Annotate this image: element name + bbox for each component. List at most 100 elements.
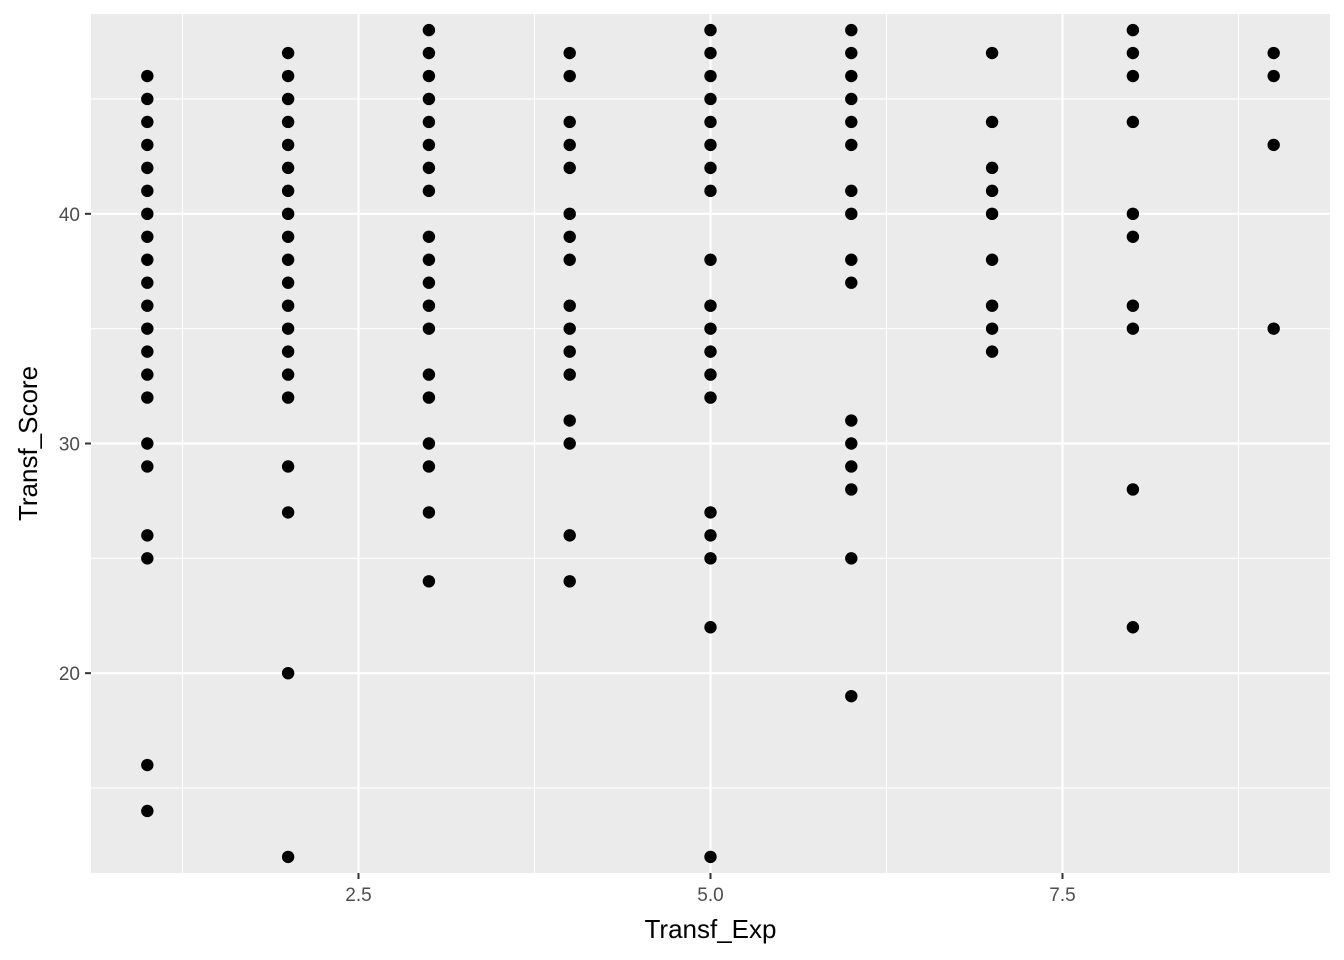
data-point	[563, 322, 576, 335]
data-point	[281, 368, 295, 381]
data-point	[845, 437, 858, 450]
data-points	[141, 23, 1280, 864]
data-point	[422, 391, 436, 404]
data-point	[704, 115, 717, 129]
data-point	[422, 230, 436, 243]
data-point	[422, 575, 436, 588]
data-point	[141, 276, 154, 289]
data-point	[281, 391, 295, 404]
data-point	[1267, 322, 1280, 335]
data-point	[281, 184, 295, 198]
data-point	[422, 506, 436, 519]
data-point	[281, 666, 295, 680]
data-point	[845, 483, 858, 496]
data-point	[141, 391, 154, 404]
data-point	[985, 322, 999, 335]
data-point	[281, 161, 295, 175]
data-point	[141, 92, 154, 106]
data-point	[1126, 207, 1140, 221]
data-point	[563, 437, 576, 450]
data-point	[141, 437, 154, 450]
data-point	[563, 529, 576, 542]
data-point	[141, 552, 154, 565]
data-point	[845, 138, 858, 152]
data-point	[845, 253, 858, 266]
data-point	[422, 184, 436, 198]
data-point	[281, 345, 295, 358]
data-point	[845, 207, 858, 221]
data-point	[422, 92, 436, 106]
data-point	[1126, 483, 1140, 496]
data-point	[281, 850, 295, 864]
data-point	[845, 460, 858, 473]
data-point	[141, 322, 154, 335]
data-point	[422, 460, 436, 473]
data-point	[422, 276, 436, 289]
data-point	[1267, 138, 1280, 152]
data-point	[141, 299, 154, 312]
data-point	[704, 299, 717, 312]
data-point	[422, 368, 436, 381]
data-point	[704, 345, 717, 358]
data-point	[1126, 115, 1140, 129]
data-point	[422, 138, 436, 152]
data-point	[141, 253, 154, 266]
data-point	[1126, 23, 1140, 37]
data-point	[422, 161, 436, 175]
data-point	[281, 69, 295, 83]
data-point	[704, 850, 717, 864]
data-point	[1267, 69, 1280, 83]
data-point	[281, 506, 295, 519]
x-tick-label: 2.5	[345, 885, 371, 906]
data-point	[141, 138, 154, 152]
data-point	[845, 552, 858, 565]
data-point	[281, 276, 295, 289]
data-point	[704, 529, 717, 542]
data-point	[141, 207, 154, 221]
data-point	[704, 506, 717, 519]
data-point	[985, 299, 999, 312]
data-point	[845, 115, 858, 129]
data-point	[704, 368, 717, 381]
data-point	[281, 92, 295, 106]
data-point	[141, 804, 154, 818]
y-axis-title: Transf_Score	[13, 366, 43, 521]
data-point	[281, 138, 295, 152]
data-point	[704, 552, 717, 565]
y-tick-label: 20	[59, 664, 80, 685]
data-point	[704, 322, 717, 335]
data-point	[563, 138, 576, 152]
data-point	[141, 529, 154, 542]
data-point	[704, 92, 717, 106]
data-point	[281, 115, 295, 129]
data-point	[985, 161, 999, 175]
data-point	[704, 391, 717, 404]
data-point	[281, 230, 295, 243]
y-tick-label: 40	[59, 205, 80, 226]
data-point	[845, 46, 858, 60]
x-axis-title: Transf_Exp	[645, 914, 777, 944]
data-point	[563, 46, 576, 60]
data-point	[563, 575, 576, 588]
data-point	[563, 253, 576, 266]
data-point	[704, 253, 717, 266]
data-point	[704, 184, 717, 198]
data-point	[281, 322, 295, 335]
data-point	[141, 184, 154, 198]
data-point	[845, 69, 858, 83]
data-point	[845, 276, 858, 289]
data-point	[422, 46, 436, 60]
data-point	[704, 161, 717, 175]
data-point	[704, 23, 717, 37]
data-point	[563, 161, 576, 175]
data-point	[281, 207, 295, 221]
data-point	[563, 299, 576, 312]
data-point	[422, 253, 436, 266]
data-point	[704, 69, 717, 83]
data-point	[845, 23, 858, 37]
data-point	[141, 69, 154, 83]
data-point	[422, 115, 436, 129]
data-point	[985, 345, 999, 358]
data-point	[985, 253, 999, 266]
